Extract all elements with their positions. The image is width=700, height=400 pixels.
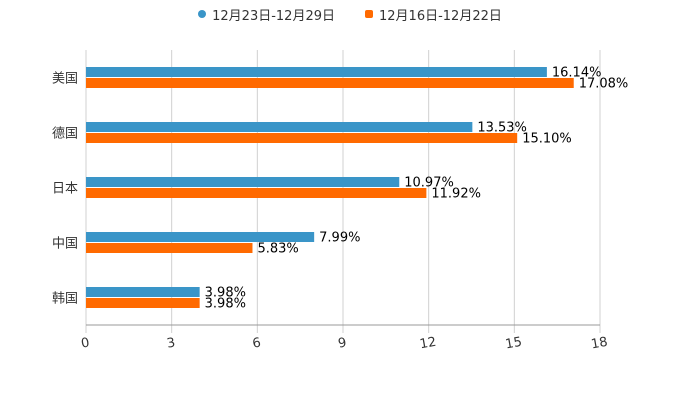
bar-series-2[interactable] — [86, 243, 253, 253]
data-label-series-2: 15.10% — [522, 132, 572, 147]
category-label: 日本 — [52, 182, 78, 197]
data-label-series-2: 17.08% — [579, 77, 629, 92]
data-label-series-1: 16.14% — [552, 66, 602, 81]
category-label: 韩国 — [52, 292, 78, 307]
bar-series-2[interactable] — [86, 78, 574, 88]
data-labels: 16.14%17.08% 13.53%15.10% 10.97%11.92% 7.99… — [205, 66, 629, 312]
legend-item-series-2[interactable]: 12月16日-12月22日 — [365, 4, 502, 24]
x-tick-label: 18 — [590, 335, 609, 353]
bar-marks — [86, 67, 574, 308]
legend-item-series-1[interactable]: 12月23日-12月29日 — [198, 4, 335, 24]
category-label: 德国 — [52, 127, 78, 142]
x-axis-ticks: 0 3 6 9 12 15 18 — [80, 335, 609, 353]
legend-label-series-2: 12月16日-12月22日 — [379, 8, 502, 24]
bar-series-1[interactable] — [86, 177, 400, 187]
x-tick-label: 12 — [419, 335, 438, 353]
data-label-series-1: 10.97% — [404, 176, 454, 191]
bar-series-1[interactable] — [86, 67, 547, 77]
legend-marker-series-1 — [198, 10, 207, 18]
bar-series-1[interactable] — [86, 122, 473, 132]
data-label-series-1: 7.99% — [319, 231, 360, 246]
data-label-series-2: 11.92% — [431, 187, 481, 202]
x-tick-label: 9 — [337, 335, 348, 351]
category-label: 美国 — [52, 72, 78, 87]
bar-series-2[interactable] — [86, 133, 518, 143]
category-label: 中国 — [52, 237, 78, 252]
bar-series-1[interactable] — [86, 287, 200, 297]
legend-marker-series-2 — [365, 10, 373, 18]
legend: 12月23日-12月29日 12月16日-12月22日 — [0, 4, 700, 24]
data-label-series-2: 5.83% — [257, 242, 298, 257]
data-label-series-2: 3.98% — [205, 297, 246, 312]
legend-label-series-1: 12月23日-12月29日 — [212, 8, 335, 24]
x-tick-label: 6 — [251, 335, 262, 351]
bar-series-1[interactable] — [86, 232, 315, 242]
x-tick-label: 0 — [80, 335, 91, 351]
data-label-series-1: 3.98% — [205, 286, 246, 301]
x-tick-label: 3 — [166, 335, 177, 351]
bar-series-2[interactable] — [86, 298, 200, 308]
x-tick-label: 15 — [504, 335, 523, 353]
data-label-series-1: 13.53% — [477, 121, 527, 136]
bar-series-2[interactable] — [86, 188, 427, 198]
